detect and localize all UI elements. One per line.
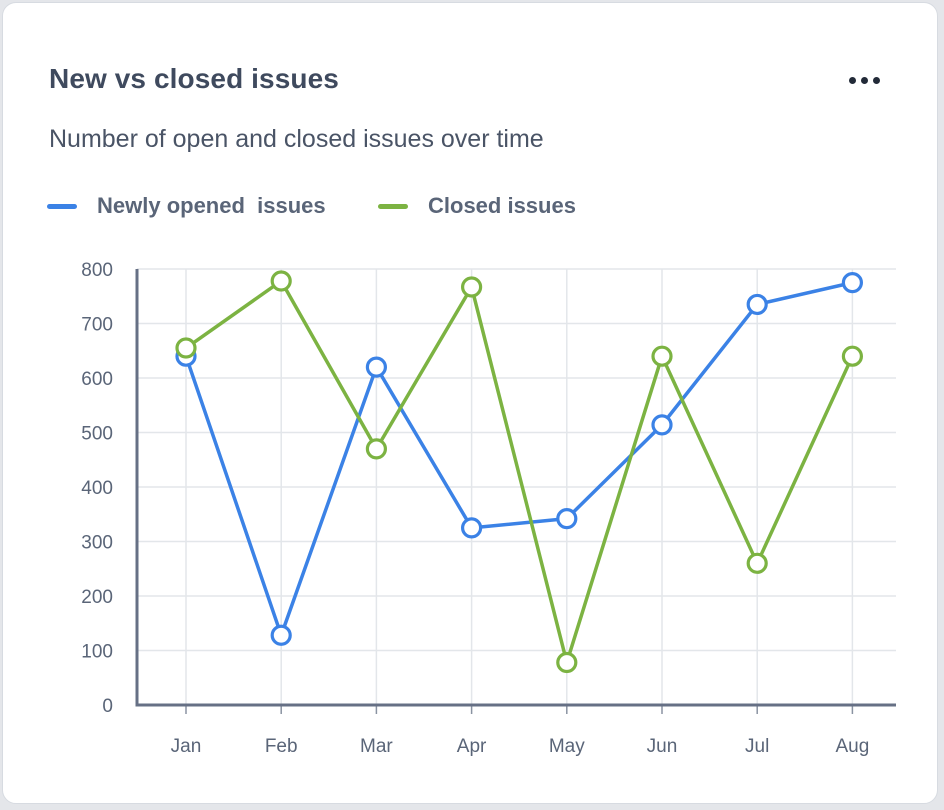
y-tick-label: 700 xyxy=(81,315,113,336)
x-tick-label: Mar xyxy=(360,736,393,757)
menu-dot xyxy=(848,76,856,84)
y-tick-label: 400 xyxy=(81,478,113,499)
y-tick-label: 0 xyxy=(102,696,113,717)
y-tick-label: 800 xyxy=(81,260,113,281)
line-chart: 0 100 200 300 400 500 600 700 800 Jan Feb Mar Apr May… xyxy=(81,260,896,757)
data-point-newly-opened xyxy=(365,356,387,378)
legend-swatch-blue xyxy=(47,203,77,209)
data-point-closed xyxy=(651,345,673,367)
data-point-closed xyxy=(175,337,197,359)
x-tick-label: May xyxy=(549,736,585,757)
data-point-closed xyxy=(556,651,578,674)
series-line-closed xyxy=(184,279,854,665)
data-point-closed xyxy=(841,345,864,367)
menu-dot xyxy=(872,76,880,84)
legend-label: Newly opened issues xyxy=(97,193,326,218)
data-point-closed xyxy=(365,438,387,460)
data-point-newly-opened xyxy=(841,272,864,294)
data-point-newly-opened xyxy=(746,293,768,316)
legend-swatch-green xyxy=(378,203,408,209)
y-tick-label: 100 xyxy=(81,642,113,663)
data-point-closed xyxy=(746,552,768,574)
x-tick-label: Feb xyxy=(265,736,298,757)
legend-item-newly-opened[interactable]: Newly opened issues xyxy=(47,193,326,219)
data-point-newly-opened xyxy=(651,414,673,436)
data-point-newly-opened xyxy=(556,508,578,530)
chart-subtitle: Number of open and closed issues over ti… xyxy=(49,125,544,153)
chart-title: New vs closed issues xyxy=(49,63,339,94)
y-tick-label: 500 xyxy=(81,424,113,445)
menu-dot xyxy=(860,76,868,84)
data-point-newly-opened xyxy=(461,517,483,539)
legend-label: Closed issues xyxy=(428,193,576,218)
data-point-closed xyxy=(270,270,292,292)
y-tick-label: 200 xyxy=(81,587,113,608)
legend-item-closed[interactable]: Closed issues xyxy=(378,193,576,219)
x-tick-label: Jun xyxy=(647,736,678,757)
x-tick-label: Aug xyxy=(835,736,869,757)
data-point-closed xyxy=(461,276,483,298)
data-point-newly-opened xyxy=(270,624,292,646)
more-options-icon[interactable] xyxy=(841,65,887,95)
series-line-newly-opened xyxy=(184,280,853,637)
x-tick-label: Jan xyxy=(171,736,202,757)
y-tick-label: 300 xyxy=(81,533,113,554)
y-tick-label: 600 xyxy=(81,369,113,390)
x-tick-label: Apr xyxy=(457,736,487,757)
x-tick-label: Jul xyxy=(745,736,769,757)
